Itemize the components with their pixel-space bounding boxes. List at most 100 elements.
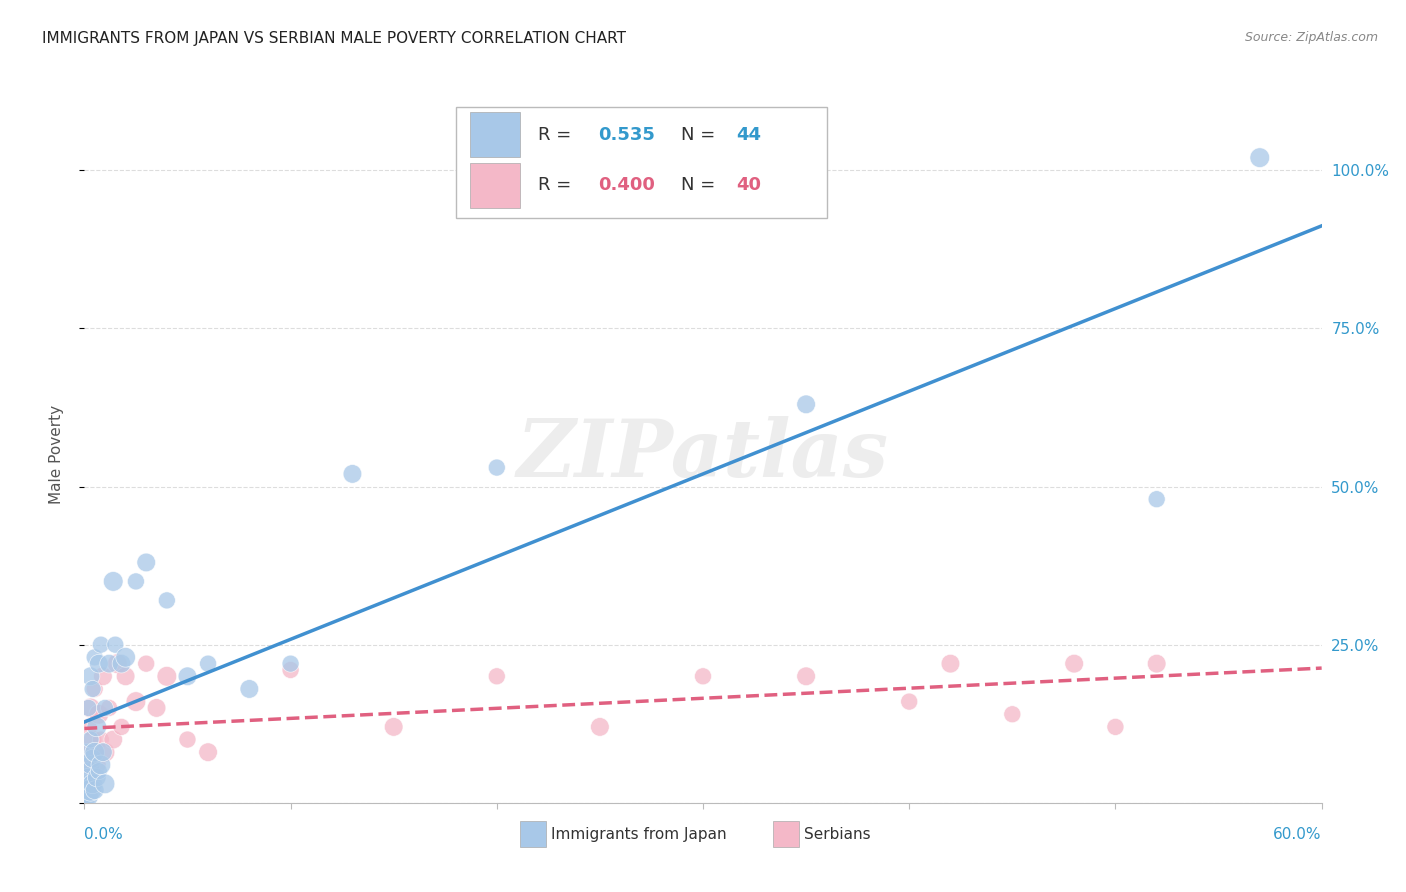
Point bbox=[135, 657, 157, 671]
Text: R =: R = bbox=[538, 126, 578, 144]
Point bbox=[87, 764, 110, 779]
Point bbox=[83, 745, 105, 759]
FancyBboxPatch shape bbox=[471, 112, 520, 157]
Point bbox=[156, 669, 179, 683]
Point bbox=[98, 701, 121, 715]
Point bbox=[114, 650, 136, 665]
Text: IMMIGRANTS FROM JAPAN VS SERBIAN MALE POVERTY CORRELATION CHART: IMMIGRANTS FROM JAPAN VS SERBIAN MALE PO… bbox=[42, 31, 626, 46]
Point bbox=[83, 681, 105, 696]
Point bbox=[79, 783, 101, 797]
Point bbox=[83, 650, 105, 665]
Point bbox=[125, 574, 148, 589]
Point bbox=[86, 771, 108, 785]
Point bbox=[76, 777, 98, 791]
Point bbox=[794, 397, 817, 411]
Text: N =: N = bbox=[681, 177, 721, 194]
Point bbox=[79, 669, 101, 683]
Point bbox=[94, 777, 117, 791]
Text: ZIPatlas: ZIPatlas bbox=[517, 417, 889, 493]
Point bbox=[83, 745, 105, 759]
Text: Serbians: Serbians bbox=[804, 827, 870, 841]
Point bbox=[280, 663, 302, 677]
Point bbox=[110, 720, 132, 734]
FancyBboxPatch shape bbox=[471, 162, 520, 208]
Point bbox=[94, 701, 117, 715]
Point bbox=[898, 695, 921, 709]
Point bbox=[82, 751, 104, 765]
Point bbox=[1001, 707, 1024, 722]
Text: 0.0%: 0.0% bbox=[84, 827, 124, 841]
Point bbox=[485, 460, 508, 475]
Point bbox=[197, 745, 219, 759]
Point bbox=[86, 720, 108, 734]
Point bbox=[589, 720, 612, 734]
Point bbox=[87, 657, 110, 671]
Point bbox=[87, 707, 110, 722]
Point bbox=[79, 751, 101, 765]
Text: 0.535: 0.535 bbox=[598, 126, 655, 144]
Point bbox=[75, 783, 97, 797]
Point bbox=[79, 757, 101, 772]
Point bbox=[1146, 492, 1168, 507]
Point bbox=[1249, 151, 1271, 165]
Text: N =: N = bbox=[681, 126, 721, 144]
Text: Source: ZipAtlas.com: Source: ZipAtlas.com bbox=[1244, 31, 1378, 45]
Point bbox=[76, 745, 98, 759]
Text: 44: 44 bbox=[737, 126, 762, 144]
Point bbox=[125, 695, 148, 709]
Point bbox=[75, 764, 97, 779]
Point bbox=[77, 771, 100, 785]
Point bbox=[692, 669, 714, 683]
Point bbox=[77, 720, 100, 734]
Point bbox=[75, 764, 97, 779]
Point bbox=[1104, 720, 1126, 734]
Point bbox=[1063, 657, 1085, 671]
Point bbox=[485, 669, 508, 683]
Point bbox=[280, 657, 302, 671]
Point bbox=[77, 701, 100, 715]
Point bbox=[103, 732, 125, 747]
Point bbox=[156, 593, 179, 607]
Text: R =: R = bbox=[538, 177, 578, 194]
Point bbox=[176, 732, 198, 747]
Point bbox=[145, 701, 167, 715]
Point bbox=[77, 771, 100, 785]
Point bbox=[75, 745, 97, 759]
Point bbox=[82, 764, 104, 779]
Point bbox=[342, 467, 364, 481]
Point bbox=[197, 657, 219, 671]
Point bbox=[76, 757, 98, 772]
Point bbox=[110, 657, 132, 671]
Point bbox=[382, 720, 405, 734]
Point bbox=[82, 681, 104, 696]
Point bbox=[90, 757, 112, 772]
Point bbox=[79, 701, 101, 715]
FancyBboxPatch shape bbox=[456, 107, 827, 219]
Point bbox=[90, 638, 112, 652]
Point bbox=[103, 574, 125, 589]
Point bbox=[83, 783, 105, 797]
Point bbox=[135, 556, 157, 570]
Point bbox=[91, 669, 114, 683]
Point bbox=[86, 757, 108, 772]
Text: 40: 40 bbox=[737, 177, 762, 194]
Text: 0.400: 0.400 bbox=[598, 177, 655, 194]
Point bbox=[82, 732, 104, 747]
Point bbox=[75, 777, 97, 791]
Point bbox=[77, 789, 100, 804]
Point bbox=[176, 669, 198, 683]
Y-axis label: Male Poverty: Male Poverty bbox=[49, 405, 63, 505]
Point bbox=[79, 732, 101, 747]
Point bbox=[90, 732, 112, 747]
Point bbox=[238, 681, 260, 696]
Point bbox=[939, 657, 962, 671]
Point bbox=[104, 638, 127, 652]
Text: 60.0%: 60.0% bbox=[1274, 827, 1322, 841]
Point bbox=[91, 745, 114, 759]
Point bbox=[94, 745, 117, 759]
Point bbox=[98, 657, 121, 671]
Point bbox=[1146, 657, 1168, 671]
Point bbox=[794, 669, 817, 683]
Point bbox=[105, 657, 128, 671]
Text: Immigrants from Japan: Immigrants from Japan bbox=[551, 827, 727, 841]
